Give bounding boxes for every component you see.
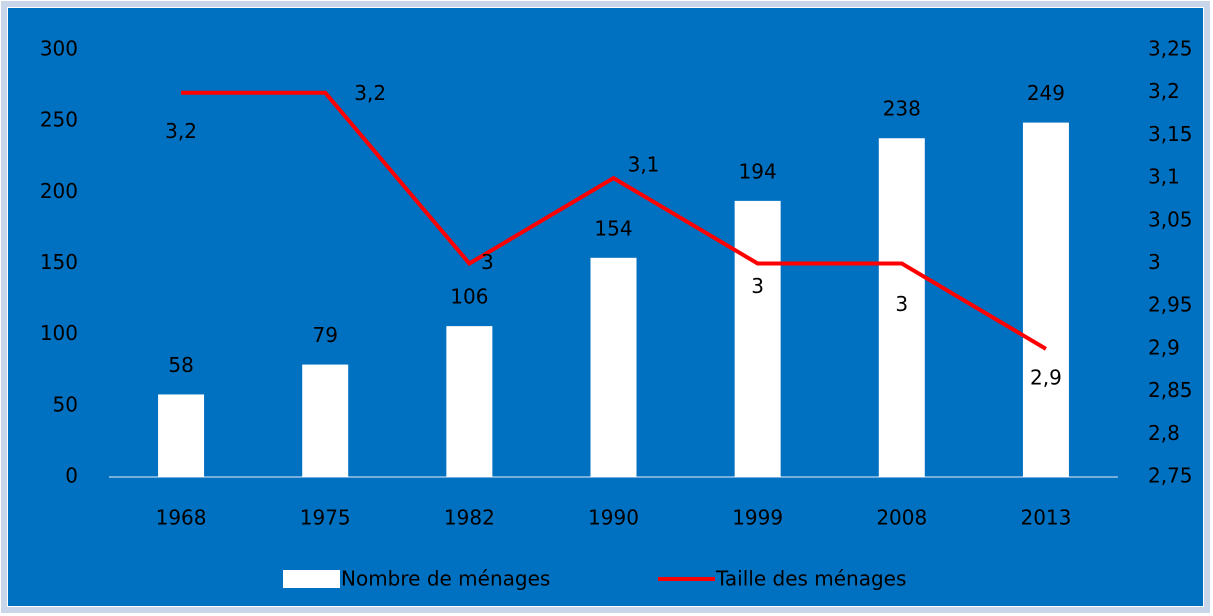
y2-tick-label: 2,8 — [1148, 421, 1180, 445]
line-value-label: 3 — [481, 250, 494, 274]
x-tick-label: 1982 — [444, 506, 495, 530]
x-tick-label: 1975 — [300, 506, 351, 530]
legend-swatch — [283, 570, 340, 588]
bar — [590, 257, 637, 477]
y2-tick-label: 3,25 — [1148, 37, 1193, 61]
x-tick-label: 2013 — [1020, 506, 1071, 530]
y2-tick-label: 3,15 — [1148, 122, 1193, 146]
line — [181, 90, 1047, 351]
bar-value-label: 238 — [883, 97, 921, 121]
bar — [446, 326, 493, 477]
y2-tick-label: 3,1 — [1148, 165, 1180, 189]
bar — [302, 364, 349, 477]
bar-value-label: 58 — [168, 353, 193, 377]
bar — [1022, 122, 1069, 477]
x-tick-label: 1999 — [732, 506, 783, 530]
y2-tick-label: 3,2 — [1148, 79, 1180, 103]
y-tick-label: 100 — [40, 321, 78, 345]
bar — [158, 394, 205, 477]
y-tick-label: 250 — [40, 108, 78, 132]
y2-tick-label: 2,75 — [1148, 464, 1193, 488]
y-tick-label: 50 — [53, 392, 78, 416]
line-value-label: 3,2 — [354, 81, 386, 105]
bar — [878, 138, 925, 477]
y2-tick-label: 3 — [1148, 250, 1161, 274]
y-tick-label: 200 — [40, 179, 78, 203]
bar-value-label: 79 — [312, 323, 337, 347]
x-tick-label: 1968 — [156, 506, 207, 530]
y2-tick-label: 2,85 — [1148, 378, 1193, 402]
y-tick-label: 300 — [40, 37, 78, 61]
x-tick-label: 2008 — [876, 506, 927, 530]
bar-value-label: 154 — [594, 216, 632, 240]
legend-label: Taille des ménages — [715, 567, 906, 591]
line-value-label: 3,2 — [165, 119, 197, 143]
y-tick-label: 150 — [40, 250, 78, 274]
bar-value-label: 106 — [450, 285, 488, 309]
y2-tick-label: 3,05 — [1148, 207, 1193, 231]
y2-tick-label: 2,9 — [1148, 335, 1180, 359]
line-value-label: 3 — [751, 274, 764, 298]
legend-label: Nombre de ménages — [341, 567, 550, 591]
bar — [734, 200, 781, 477]
y2-tick-label: 2,95 — [1148, 293, 1193, 317]
line-value-label: 3 — [895, 292, 908, 316]
x-tick-label: 1990 — [588, 506, 639, 530]
line-value-label: 3,1 — [628, 153, 660, 177]
bar-value-label: 194 — [739, 159, 777, 183]
bar-value-label: 249 — [1027, 81, 1065, 105]
line-value-label: 2,9 — [1030, 365, 1062, 389]
y-tick-label: 0 — [65, 464, 78, 488]
